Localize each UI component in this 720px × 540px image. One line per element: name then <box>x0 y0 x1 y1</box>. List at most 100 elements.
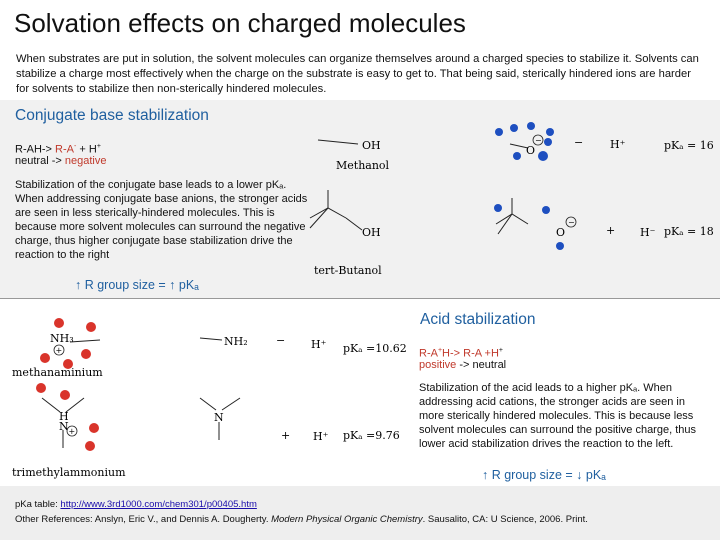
trimethylammonium-label: trimethylammonium <box>12 466 126 479</box>
solvent-molecule <box>544 138 552 146</box>
conjugate-paragraph: Stabilization of the conjugate base lead… <box>15 179 308 261</box>
acid-neutral-label: -> neutral <box>456 359 507 371</box>
acid-sign-1: − <box>276 334 285 347</box>
methanaminium-charge-circle <box>53 344 65 356</box>
conjugate-reaction-diagram: OH Methanol O − − H⁺ pKₐ = 16 OH tert-Bu… <box>309 122 714 277</box>
positive-label: positive <box>419 359 457 371</box>
section-divider <box>0 298 720 299</box>
acid-reaction-rhs: H-> R-A +H <box>442 347 499 360</box>
acid-reaction-rhs-charge: + <box>498 347 503 354</box>
pka-table-link[interactable]: http://www.3rd1000.com/chem301/p00405.ht… <box>60 499 257 510</box>
refs-suffix: . Sausalito, CA: U Science, 2006. Print. <box>422 514 588 525</box>
trimethylammonium-bond <box>41 397 61 413</box>
solvent-molecule <box>546 128 554 136</box>
pka-table-prefix: pKa table: <box>15 499 61 510</box>
slide-title: Solvation effects on charged molecules <box>14 8 466 38</box>
conjugate-sign-1: − <box>574 136 583 149</box>
solvent-molecule <box>513 152 521 160</box>
tbutanol-label: tert-Butanol <box>314 264 382 277</box>
solvent-molecule <box>36 383 46 393</box>
methanol-oh: OH <box>362 139 381 152</box>
trimethylamine-bond <box>199 397 217 411</box>
tbutoxide-charge-circle <box>565 216 577 228</box>
reaction-rhs-charge: + <box>96 143 101 150</box>
acid-pka-1: pKₐ =10.62 <box>343 342 407 355</box>
solvent-molecule <box>40 353 50 363</box>
conjugate-sign-2: + <box>606 224 615 237</box>
tbutanol-bond <box>345 217 363 231</box>
solvent-molecule <box>63 359 73 369</box>
solvent-molecule <box>494 204 502 212</box>
conjugate-trend: ↑ R group size = ↑ pKₐ <box>75 278 199 292</box>
solvent-molecule <box>86 322 96 332</box>
solvent-molecule <box>60 390 70 400</box>
acid-reaction-diagram: NH₃ + methanaminium NH₂ − H⁺ pKₐ =10.62 … <box>12 318 407 479</box>
methoxide-o: O <box>526 144 535 157</box>
acid-paragraph: Stabilization of the acid leads to a hig… <box>419 382 696 450</box>
solvent-molecule <box>527 122 535 130</box>
tbutoxide-skeleton <box>495 213 529 225</box>
refs-prefix: Other References: Anslyn, Eric V., and D… <box>15 514 272 525</box>
references-footer <box>0 486 720 540</box>
reaction-rhs: + H <box>76 143 97 156</box>
conjugate-pka-2: pKₐ = 18 <box>664 225 714 238</box>
conjugate-h-plus-1: H⁺ <box>610 138 626 151</box>
trimethylammonium-plus: + <box>69 427 76 436</box>
tbutanol-oh: OH <box>362 226 381 239</box>
trimethylammonium-charge-circle <box>66 425 78 437</box>
methanaminium-nh3: NH₃ <box>50 332 74 345</box>
trimethylammonium-n: N <box>59 420 69 433</box>
reaction-lhs: R-AH-> <box>15 143 56 156</box>
conjugate-reaction: R-AH-> R-A- + H+ <box>15 140 101 157</box>
solvent-molecule <box>495 128 503 136</box>
acid-sign-2: + <box>281 429 290 442</box>
methanol-bond <box>317 139 359 145</box>
reaction-base: R-A <box>55 143 74 156</box>
methanaminium-label: methanaminium <box>12 366 103 379</box>
refs-book-title: Modern Physical Organic Chemistry <box>271 514 423 525</box>
solvent-molecule <box>81 349 91 359</box>
tbutoxide-bond <box>497 213 513 235</box>
solvent-molecule <box>538 151 548 161</box>
trimethylammonium-bond <box>65 397 85 413</box>
conjugate-h-minus-2: H⁻ <box>640 226 656 239</box>
methanol-label: Methanol <box>336 159 390 172</box>
acid-h-plus-1: H⁺ <box>311 338 327 351</box>
solvent-molecule <box>54 318 64 328</box>
acid-charge-change: positive -> neutral <box>419 358 506 372</box>
acid-h-plus-2: H⁺ <box>313 430 329 443</box>
negative-label: negative <box>64 155 107 167</box>
acid-reaction-lhs: R-A <box>419 347 438 360</box>
neutral-label: neutral -> <box>15 155 65 167</box>
other-references: Other References: Anslyn, Eric V., and D… <box>15 513 588 527</box>
trimethylammonium-h: H <box>59 410 69 423</box>
acid-pka-2: pKₐ =9.76 <box>343 429 400 442</box>
solvent-molecule <box>542 206 550 214</box>
methylamine-bond <box>199 337 223 341</box>
methanaminium-plus: + <box>56 346 63 355</box>
trimethylamine-bond <box>221 397 241 411</box>
trimethylamine-n: N <box>214 411 224 424</box>
solvent-molecule <box>556 242 564 250</box>
acid-reaction-charge: + <box>437 347 443 354</box>
methoxide-bond <box>509 143 529 149</box>
solvent-molecule <box>85 441 95 451</box>
tbutoxide-o: O <box>556 226 565 239</box>
conjugate-heading: Conjugate base stabilization <box>15 107 209 124</box>
acid-reaction: R-A+H-> R-A +H+ <box>419 344 503 361</box>
acid-heading: Acid stabilization <box>420 311 536 328</box>
methoxide-minus: − <box>535 136 542 145</box>
methylamine-nh2: NH₂ <box>224 335 248 348</box>
pka-table-reference: pKa table: http://www.3rd1000.com/chem30… <box>15 498 257 512</box>
conjugate-pka-1: pKₐ = 16 <box>664 139 714 152</box>
methanaminium-bond <box>69 339 101 343</box>
tbutoxide-minus: − <box>568 218 575 227</box>
reaction-base-charge: - <box>73 143 77 150</box>
conjugate-charge-change: neutral -> negative <box>15 154 106 168</box>
acid-trend: ↑ R group size = ↓ pKₐ <box>482 468 606 482</box>
solvent-molecule <box>510 124 518 132</box>
solvent-molecule <box>89 423 99 433</box>
methoxide-charge-circle <box>532 134 544 146</box>
tbutanol-bond <box>309 207 329 229</box>
conjugate-section <box>0 100 720 298</box>
